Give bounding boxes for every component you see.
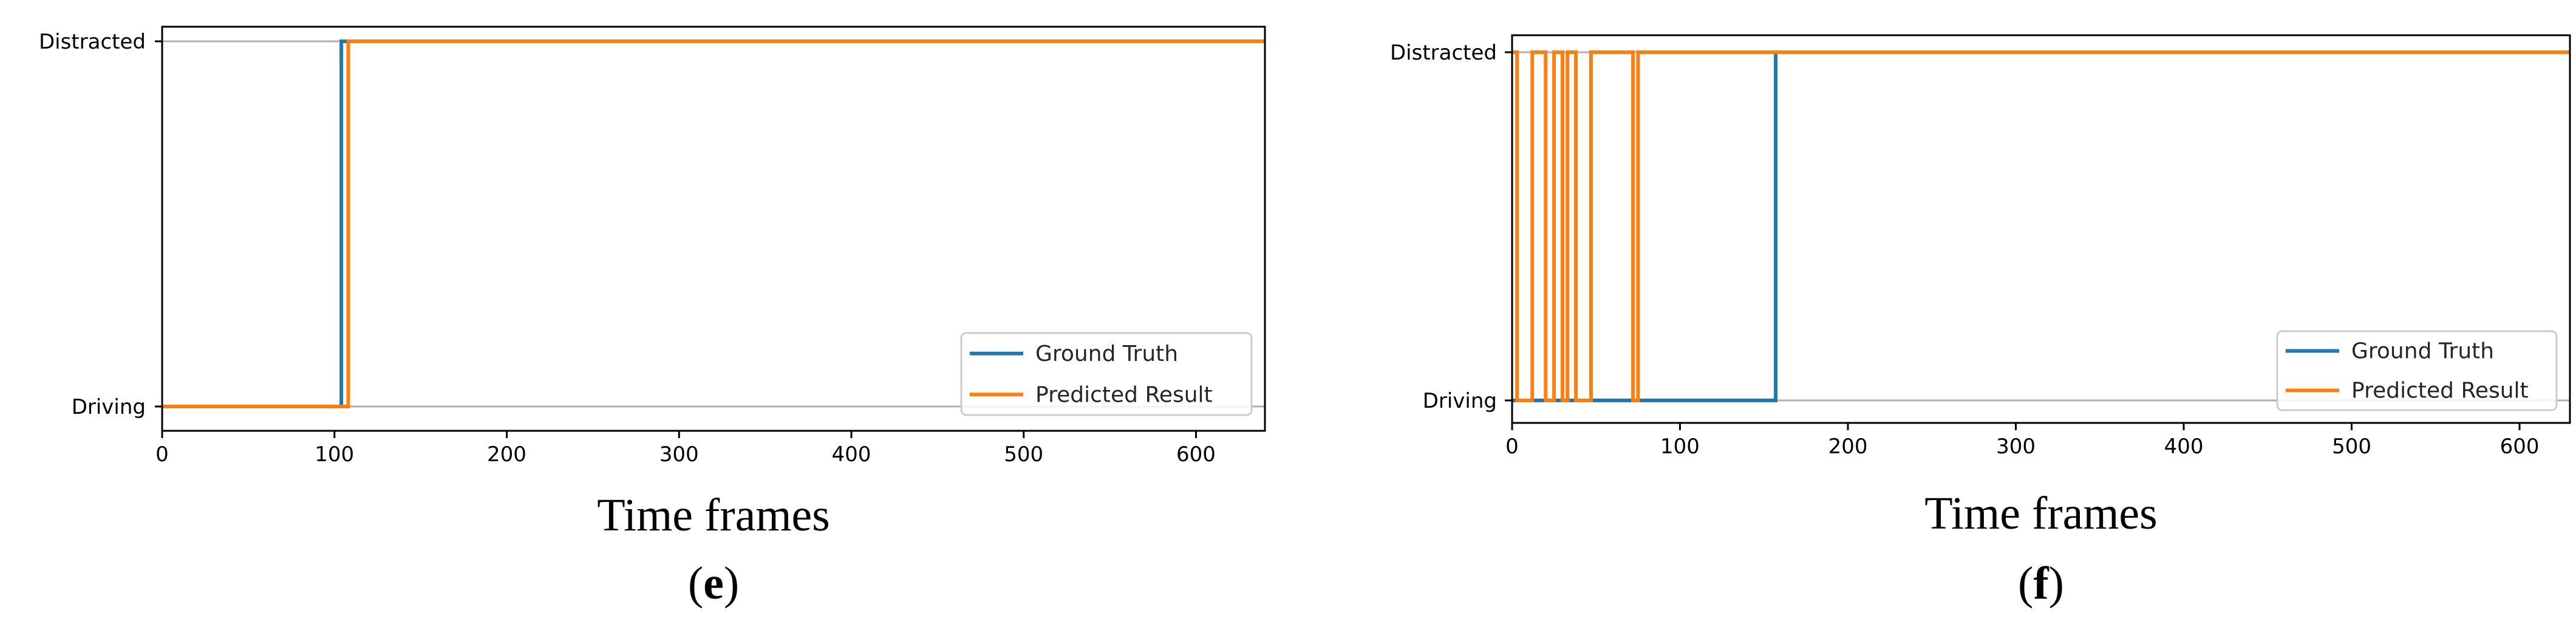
legend-label-predicted-result-e: Predicted Result <box>1035 382 1213 407</box>
x-tick-label-500-e: 500 <box>1004 442 1043 467</box>
legend-label-predicted-result-f: Predicted Result <box>2351 379 2529 403</box>
y-tick-label-distracted-f: Distracted <box>1390 41 1497 65</box>
axes-frame-f <box>1511 34 2571 424</box>
legend-box-f <box>2276 330 2558 411</box>
panel-caption-f: (f) <box>2018 558 2064 609</box>
y-tick-label-distracted-e: Distracted <box>39 30 146 54</box>
panel-caption-e: (e) <box>688 558 739 609</box>
legend-label-ground-truth-e: Ground Truth <box>1035 341 1178 366</box>
x-tick-label-200-e: 200 <box>487 442 526 467</box>
legend-f: Ground Truth Predicted Result <box>2276 330 2558 411</box>
y-tick-label-driving-e: Driving <box>72 395 146 419</box>
x-tick-label-600-f: 600 <box>2500 434 2540 459</box>
axes-frame-e <box>161 26 1266 432</box>
x-tick-label-100-e: 100 <box>315 442 354 467</box>
x-tick-label-400-f: 400 <box>2164 434 2204 459</box>
series-line-predicted-result-f <box>1512 50 2570 402</box>
x-tick-label-500-f: 500 <box>2332 434 2371 459</box>
x-tick-label-100-f: 100 <box>1660 434 1700 459</box>
x-tick-label-200-f: 200 <box>1828 434 1868 459</box>
x-tick-label-600-e: 600 <box>1176 442 1216 467</box>
legend-label-ground-truth-f: Ground Truth <box>2351 339 2494 364</box>
x-tick-label-0-e: 0 <box>155 442 169 467</box>
y-tick-label-driving-f: Driving <box>1423 389 1497 413</box>
legend-box-e <box>960 332 1253 416</box>
x-axis-label-e: Time frames <box>597 490 830 541</box>
x-tick-label-0-f: 0 <box>1505 434 1519 459</box>
x-axis-label-f: Time frames <box>1924 488 2158 539</box>
chart-panel-e: 0 100 200 300 400 500 600 Driving Distracted Grou… <box>39 26 1266 609</box>
x-tick-label-300-e: 300 <box>659 442 699 467</box>
x-tick-label-400-e: 400 <box>832 442 871 467</box>
x-tick-label-300-f: 300 <box>1996 434 2036 459</box>
chart-panel-f: 0 100 200 300 400 500 600 Driving Distracted Grou… <box>1390 34 2571 609</box>
legend-e: Ground Truth Predicted Result <box>960 332 1253 416</box>
series-line-predicted-result-e <box>162 39 1265 408</box>
